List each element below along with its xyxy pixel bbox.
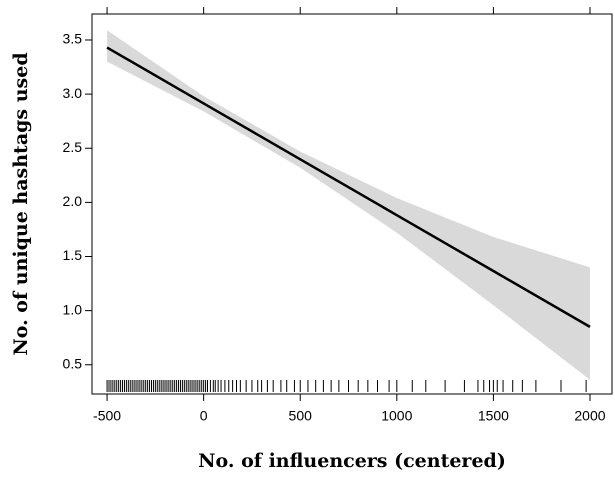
y-tick-label: 3.0 [63, 85, 83, 101]
x-axis-label: No. of influencers (centered) [198, 450, 506, 472]
y-tick-label: 1.0 [63, 301, 83, 317]
x-tick-label: 0 [200, 408, 208, 424]
x-tick-label: 1000 [381, 408, 412, 424]
y-tick-label: 2.5 [63, 139, 83, 155]
plot-frame [91, 13, 613, 395]
x-tick-label: 1500 [478, 408, 509, 424]
y-tick-label: 3.5 [63, 31, 83, 47]
y-tick-label: 1.5 [63, 247, 83, 263]
confidence-band [107, 30, 590, 380]
x-tick-label: 2000 [574, 408, 605, 424]
y-tick-label: 2.0 [63, 193, 83, 209]
x-tick-label: -500 [93, 408, 121, 424]
x-tick-label: 500 [289, 408, 313, 424]
fit-line [106, 46, 591, 328]
y-axis-label: No. of unique hashtags used [10, 52, 32, 355]
y-tick-label: 0.5 [63, 355, 83, 371]
